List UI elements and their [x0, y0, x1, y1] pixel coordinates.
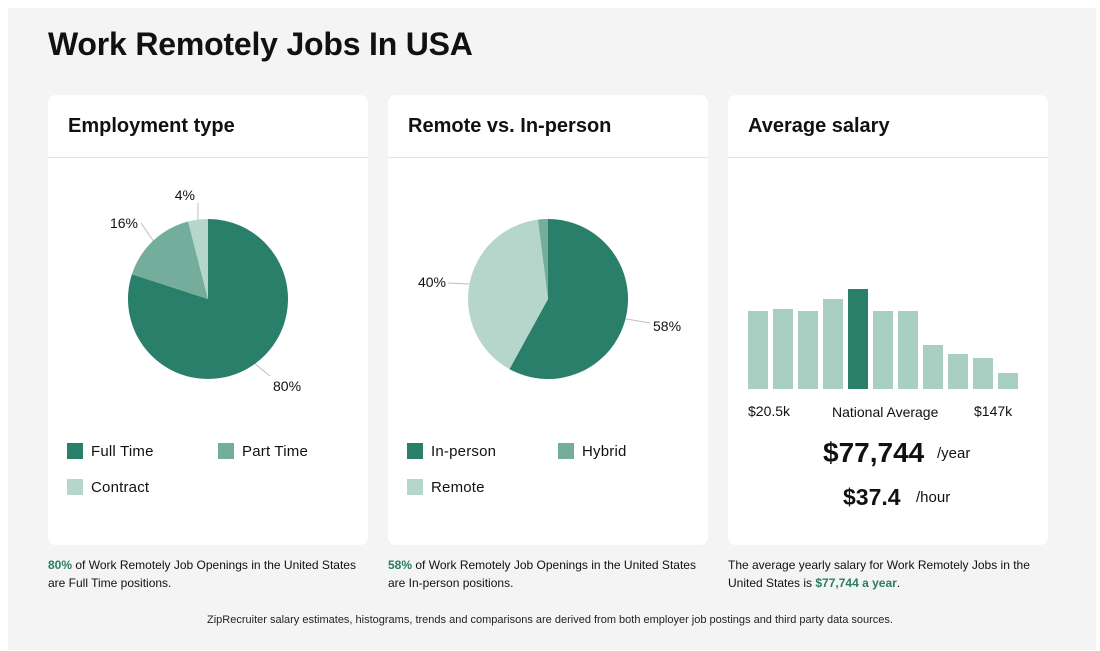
- salary-caption: The average yearly salary for Work Remot…: [728, 556, 1048, 592]
- pie-leader-line: [447, 282, 470, 285]
- histogram-bar: [873, 311, 893, 389]
- caption-highlight: 80%: [48, 558, 73, 572]
- caption-text: The average yearly salary for Work Remot…: [728, 558, 1030, 590]
- histogram-bar: [798, 311, 818, 389]
- legend-hybrid: Hybrid: [558, 441, 627, 461]
- remote-caption: 58% of Work Remotely Job Openings in the…: [388, 556, 708, 592]
- legend-remote: Remote: [407, 477, 485, 497]
- histogram-bar: [923, 345, 943, 389]
- pie-leader-line: [254, 363, 271, 377]
- pie-slice-hybrid: [537, 219, 548, 299]
- pie-slice-part-time: [131, 221, 208, 299]
- histogram-bar: [773, 309, 793, 389]
- pie-leader-line: [625, 318, 651, 324]
- legend-swatch-dark: [67, 443, 83, 459]
- legend-part-time: Part Time: [218, 441, 308, 461]
- salary-yearly-value: $77,744: [823, 437, 925, 468]
- average-salary-card: Average salary $20.5k National Average $…: [728, 95, 1048, 545]
- legend-swatch-mid: [218, 443, 234, 459]
- page-title: Work Remotely Jobs In USA: [48, 26, 473, 62]
- legend-label: In-person: [431, 442, 497, 460]
- pie-slice-full-time: [127, 219, 288, 380]
- pie-label: 4%: [175, 187, 195, 203]
- pie-slice-in-person: [509, 219, 629, 379]
- remote-card-title: Remote vs. In-person: [408, 115, 612, 137]
- caption-text: of Work Remotely Job Openings in the Uni…: [48, 558, 356, 590]
- salary-hourly-value: $37.4: [843, 484, 901, 510]
- employment-type-card: Employment type 80% 16% 4% Full Time Part …: [48, 95, 368, 545]
- employment-pie-chart: 80% 16% 4%: [110, 187, 301, 394]
- legend-label: Hybrid: [582, 442, 627, 460]
- histogram-bar: [748, 311, 768, 389]
- salary-card-title: Average salary: [748, 115, 890, 137]
- pie-label: 58%: [653, 318, 681, 334]
- histogram-bar: [998, 373, 1018, 389]
- legend-swatch-dark: [407, 443, 423, 459]
- employment-card-header: Employment type: [48, 95, 368, 158]
- pie-label: 80%: [273, 378, 301, 394]
- legend-swatch-light: [407, 479, 423, 495]
- legend-label: Full Time: [91, 442, 154, 460]
- histogram-bar: [823, 299, 843, 389]
- employment-card-title: Employment type: [68, 115, 235, 137]
- caption-highlight: $77,744 a year: [815, 576, 897, 590]
- employment-caption: 80% of Work Remotely Job Openings in the…: [48, 556, 368, 592]
- histogram-bar: [973, 358, 993, 389]
- remote-vs-inperson-card: Remote vs. In-person 58% 40% In-person Hy…: [388, 95, 708, 545]
- histogram-bar: [898, 311, 918, 389]
- salary-yearly-unit: /year: [937, 445, 971, 462]
- legend-label: Remote: [431, 478, 485, 496]
- pie-leader-line: [140, 222, 154, 241]
- histogram-min-label: $20.5k: [748, 403, 791, 419]
- histogram-max-label: $147k: [974, 403, 1013, 419]
- legend-label: Part Time: [242, 442, 308, 460]
- salary-hourly-unit: /hour: [916, 489, 951, 506]
- pie-label: 16%: [110, 215, 138, 231]
- legend-swatch-mid: [558, 443, 574, 459]
- pie-slice-contract: [188, 219, 208, 299]
- histogram-bar-highlight: [848, 289, 868, 389]
- legend-contract: Contract: [67, 477, 149, 497]
- histogram-bar: [948, 354, 968, 389]
- remote-pie-chart: 58% 40%: [418, 219, 681, 379]
- caption-highlight: 58%: [388, 558, 413, 572]
- pie-slice-remote: [468, 219, 548, 370]
- legend-full-time: Full Time: [67, 441, 154, 461]
- legend-swatch-light: [67, 479, 83, 495]
- histogram-national-average-label: National Average: [832, 404, 939, 420]
- pie-label: 40%: [418, 274, 446, 290]
- remote-card-header: Remote vs. In-person: [388, 95, 708, 158]
- salary-histogram: [748, 289, 1018, 389]
- legend-label: Contract: [91, 478, 150, 496]
- caption-text: .: [896, 576, 901, 590]
- legend-in-person: In-person: [407, 441, 496, 461]
- salary-card-header: Average salary: [728, 95, 1048, 158]
- caption-text: of Work Remotely Job Openings in the Uni…: [388, 558, 696, 590]
- footnote: ZipRecruiter salary estimates, histogram…: [207, 614, 893, 626]
